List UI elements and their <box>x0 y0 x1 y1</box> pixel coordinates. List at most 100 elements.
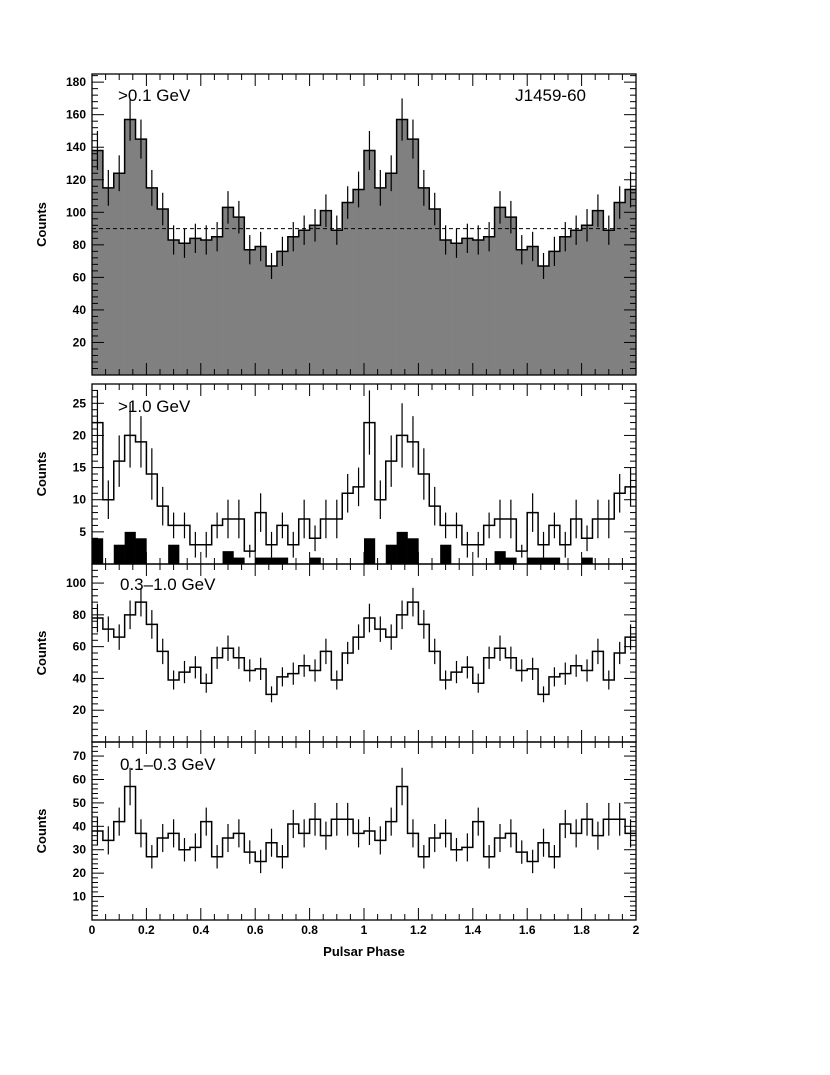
y-axis-title: Counts <box>34 202 49 247</box>
filled-bar <box>287 236 300 375</box>
filled-bar <box>505 217 517 375</box>
y-tick-label: 140 <box>66 140 86 154</box>
filled-bar <box>483 236 495 375</box>
filled-bar <box>124 531 136 564</box>
x-tick-label: 0.2 <box>138 923 155 937</box>
filled-bar <box>342 202 354 375</box>
y-tick-label: 15 <box>73 461 87 475</box>
filled-bar <box>353 189 365 375</box>
y-tick-label: 160 <box>66 108 86 122</box>
filled-bar <box>505 557 517 564</box>
filled-bar <box>298 230 310 375</box>
y-tick-label: 20 <box>73 428 87 442</box>
filled-bar <box>309 557 321 564</box>
filled-bar <box>418 187 430 375</box>
filled-bar <box>189 238 202 375</box>
y-tick-label: 10 <box>73 890 87 904</box>
filled-bar <box>92 150 104 375</box>
y-tick-label: 40 <box>73 671 87 685</box>
filled-bar <box>266 265 278 375</box>
filled-bar <box>364 150 376 375</box>
filled-bar <box>309 225 321 375</box>
filled-bar <box>440 544 452 564</box>
filled-bar <box>625 189 637 375</box>
y-axis-title: Counts <box>34 809 49 854</box>
filled-bar <box>168 544 180 564</box>
filled-bar <box>581 225 593 375</box>
y-tick-label: 40 <box>73 819 87 833</box>
filled-bar <box>396 531 408 564</box>
y-tick-label: 20 <box>73 703 87 717</box>
x-tick-label: 2 <box>633 923 640 937</box>
filled-bar <box>233 557 245 564</box>
filled-bar <box>603 230 615 375</box>
source-name-label: J1459-60 <box>515 86 586 105</box>
y-tick-label: 70 <box>73 749 87 763</box>
y-tick-label: 100 <box>66 205 86 219</box>
filled-bar <box>451 243 463 375</box>
filled-bar <box>429 209 441 375</box>
y-tick-label: 25 <box>73 396 87 410</box>
y-tick-label: 10 <box>73 493 87 507</box>
filled-bar <box>157 209 169 375</box>
x-tick-label: 1.2 <box>410 923 427 937</box>
filled-bar <box>385 173 397 375</box>
filled-bar <box>527 557 539 564</box>
y-axis-title: Counts <box>34 452 49 497</box>
x-tick-label: 1.4 <box>464 923 481 937</box>
filled-bar <box>364 538 376 564</box>
histogram-step-line <box>92 785 636 863</box>
y-axis-title: Counts <box>34 631 49 676</box>
energy-band-label: 0.3–1.0 GeV <box>120 575 216 594</box>
filled-bar <box>179 243 191 375</box>
filled-bar <box>538 557 550 564</box>
filled-bar <box>211 236 223 375</box>
filled-bar <box>559 236 572 375</box>
x-axis-title: Pulsar Phase <box>323 944 405 959</box>
filled-bar <box>396 119 408 375</box>
filled-bar <box>548 251 561 375</box>
filled-bar <box>124 119 136 375</box>
x-tick-label: 1.8 <box>573 923 590 937</box>
filled-bar <box>538 265 550 375</box>
filled-bar <box>113 544 125 564</box>
y-tick-label: 60 <box>73 270 87 284</box>
y-tick-label: 30 <box>73 843 87 857</box>
filled-bar <box>516 249 528 375</box>
filled-bar <box>222 551 234 564</box>
filled-bar <box>331 230 343 375</box>
y-tick-label: 80 <box>73 238 87 252</box>
y-tick-label: 20 <box>73 866 87 880</box>
filled-bar <box>494 551 506 564</box>
energy-band-label: >0.1 GeV <box>118 86 191 105</box>
x-tick-label: 0.4 <box>192 923 209 937</box>
y-tick-label: 120 <box>66 173 86 187</box>
x-tick-label: 0.8 <box>301 923 318 937</box>
y-tick-label: 50 <box>73 796 87 810</box>
panel-1: 20 40 60 80 100 120 140 160 180 Counts >0.1 GeV J14… <box>34 73 637 376</box>
y-tick-label: 60 <box>73 772 87 786</box>
y-tick-label: 40 <box>73 303 87 317</box>
filled-bar <box>113 173 125 375</box>
filled-bar <box>461 238 474 375</box>
filled-bar <box>407 538 419 564</box>
panel-3: 20 40 60 80 100 Counts 0.3–1.0 GeV <box>34 563 637 743</box>
filled-bar <box>570 230 582 375</box>
panel-4: 10 20 30 40 50 60 70 Counts 0.1–0.3 GeV <box>34 741 637 921</box>
filled-bar <box>472 239 484 375</box>
energy-band-label: >1.0 GeV <box>118 397 191 416</box>
x-tick-label: 0 <box>89 923 96 937</box>
filled-bar <box>266 557 278 564</box>
filled-bar <box>102 187 115 375</box>
histogram-step-line <box>92 421 636 552</box>
filled-bar <box>374 187 387 375</box>
filled-bar <box>168 239 180 375</box>
x-tick-label: 1.6 <box>519 923 536 937</box>
y-tick-label: 5 <box>79 525 86 539</box>
filled-bar <box>146 187 158 375</box>
filled-bar <box>527 246 539 375</box>
filled-bar <box>494 207 506 375</box>
y-tick-label: 100 <box>66 576 86 590</box>
y-tick-label: 60 <box>73 640 87 654</box>
